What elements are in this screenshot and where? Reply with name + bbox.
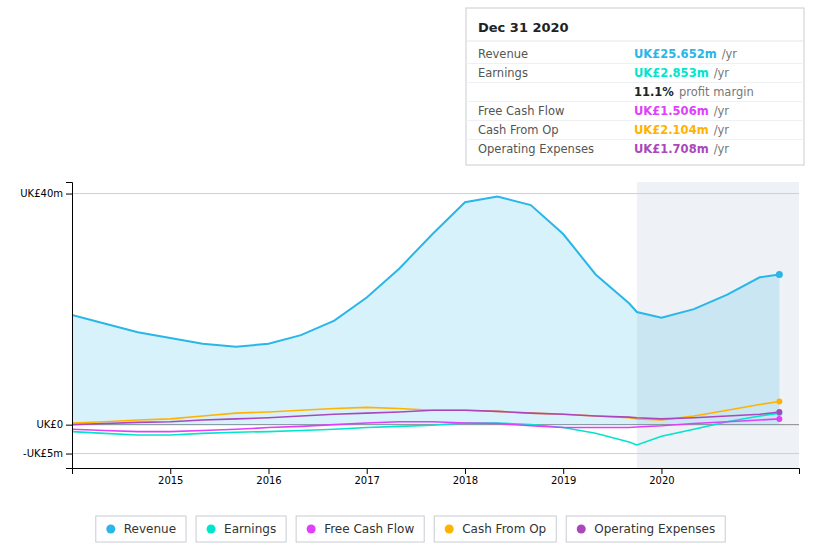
info-box-value: UK£25.652m <box>634 47 717 61</box>
info-box-label: Revenue <box>478 47 528 61</box>
legend-label: Earnings <box>224 522 276 536</box>
tick: 2018 <box>453 468 478 486</box>
legend-swatch <box>577 525 586 534</box>
info-box-unit: /yr <box>714 123 730 137</box>
tick-mark <box>66 425 72 426</box>
tick-mark <box>367 468 368 474</box>
tick-label: UK£40m <box>20 188 63 199</box>
legend-box <box>296 516 424 542</box>
info-box-label: Free Cash Flow <box>478 104 564 118</box>
tick-mark <box>465 468 466 474</box>
line <box>72 196 779 346</box>
axis-domain <box>73 469 800 475</box>
tick-label: 2020 <box>649 475 674 486</box>
tick: UK£40m <box>20 188 72 199</box>
y-axis: -UK£5m UK£0 UK£40m <box>20 183 72 469</box>
legend-item: Free Cash Flow <box>296 516 424 542</box>
tick-mark <box>170 468 171 474</box>
tick-label: 2019 <box>551 475 576 486</box>
tick-label: 2015 <box>158 475 183 486</box>
line <box>72 410 779 424</box>
tick-mark <box>66 194 72 195</box>
legend-box <box>196 516 286 542</box>
info-box-label: Cash From Op <box>478 123 559 137</box>
info-box-unit: /yr <box>714 66 730 80</box>
legend-box <box>566 516 725 542</box>
grid-line <box>72 193 799 194</box>
info-box-separator <box>466 139 804 140</box>
info-box-value: UK£2.853m <box>634 66 709 80</box>
tick-mark <box>661 468 662 474</box>
legend-swatch <box>445 525 454 534</box>
legend-label: Cash From Op <box>462 522 546 536</box>
tick: -UK£5m <box>23 448 72 459</box>
tick: 2020 <box>649 468 674 486</box>
legend-swatch <box>307 525 316 534</box>
tick-label: 2018 <box>453 475 478 486</box>
info-box-value: UK£2.104m <box>634 123 709 137</box>
info-box-title: Dec 31 2020 <box>478 20 569 35</box>
grid-line <box>72 453 799 454</box>
legend-label: Free Cash Flow <box>324 522 414 536</box>
info-box-value: 11.1% <box>634 85 674 99</box>
end-point <box>776 399 782 405</box>
info-box: Dec 31 2020 Revenue UK£25.652m/yr Earnings U… <box>466 8 804 165</box>
legend-item: Revenue <box>96 516 186 542</box>
legend-item: Earnings <box>196 516 286 542</box>
marks <box>72 182 799 468</box>
tick: 2019 <box>551 468 576 486</box>
tick-label: UK£0 <box>36 419 63 430</box>
info-box-separator <box>466 41 804 42</box>
info-box-label: Earnings <box>478 66 528 80</box>
grid-y <box>72 194 799 454</box>
info-box-separator <box>466 63 804 64</box>
info-box-unit: /yr <box>714 142 730 156</box>
tick: 2015 <box>158 468 183 486</box>
legend-label: Revenue <box>124 522 176 536</box>
legend-box <box>96 516 186 542</box>
info-box-value: UK£1.708m <box>634 142 709 156</box>
end-point <box>776 409 782 415</box>
info-box-unit: /yr <box>714 104 730 118</box>
legend-item: Operating Expenses <box>566 516 725 542</box>
line <box>72 402 779 423</box>
info-box-separator <box>466 120 804 121</box>
tick-mark <box>268 468 269 474</box>
info-box-value: UK£1.506m <box>634 104 709 118</box>
tick-label: -UK£5m <box>23 448 63 459</box>
tick: UK£0 <box>36 419 72 430</box>
chart-container: 2015 2016 2017 2018 2019 2020 -UK£5m UK£0 UK£40m… <box>0 0 821 560</box>
x-axis: 2015 2016 2017 2018 2019 2020 <box>73 468 800 486</box>
info-box-unit: /yr <box>722 47 738 61</box>
info-box-separator <box>466 101 804 102</box>
legend-item: Cash From Op <box>434 516 556 542</box>
info-box-frame <box>466 8 804 165</box>
legend-box <box>434 516 556 542</box>
legend-swatch <box>207 525 216 534</box>
legend-swatch <box>106 525 115 534</box>
tick-label: 2016 <box>256 475 281 486</box>
legend: Revenue Earnings Free Cash Flow Cash From O… <box>96 516 725 542</box>
tick-label: 2017 <box>355 475 380 486</box>
tick-mark <box>563 468 564 474</box>
end-point <box>776 416 782 422</box>
end-point <box>776 271 783 278</box>
chart-svg: 2015 2016 2017 2018 2019 2020 -UK£5m UK£0 UK£40m… <box>0 0 821 560</box>
info-box-label: Operating Expenses <box>478 142 594 156</box>
tick: 2016 <box>256 468 281 486</box>
info-box-unit: profit margin <box>679 85 754 99</box>
plot-area: 2015 2016 2017 2018 2019 2020 -UK£5m UK£0 UK£40m <box>20 182 799 486</box>
area <box>72 196 779 424</box>
tick-mark <box>66 454 72 455</box>
legend-label: Operating Expenses <box>594 522 715 536</box>
axis-domain <box>66 183 73 469</box>
info-box-separator <box>466 82 804 83</box>
tick: 2017 <box>355 468 380 486</box>
